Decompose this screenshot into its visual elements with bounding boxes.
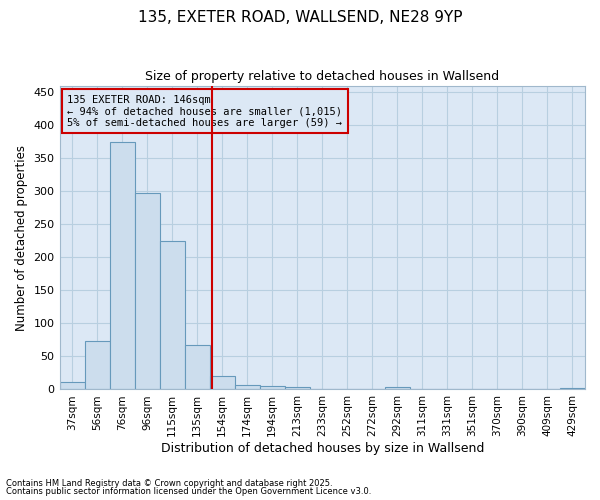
- Text: Contains HM Land Registry data © Crown copyright and database right 2025.: Contains HM Land Registry data © Crown c…: [6, 478, 332, 488]
- Bar: [209, 376, 235, 390]
- Bar: [185, 345, 209, 390]
- Bar: [59, 382, 85, 390]
- Bar: [235, 385, 260, 390]
- Y-axis label: Number of detached properties: Number of detached properties: [15, 144, 28, 330]
- Bar: [285, 388, 310, 390]
- Text: 135 EXETER ROAD: 146sqm
← 94% of detached houses are smaller (1,015)
5% of semi-: 135 EXETER ROAD: 146sqm ← 94% of detache…: [67, 94, 343, 128]
- Text: Contains public sector information licensed under the Open Government Licence v3: Contains public sector information licen…: [6, 487, 371, 496]
- Bar: [134, 192, 160, 390]
- Title: Size of property relative to detached houses in Wallsend: Size of property relative to detached ho…: [145, 70, 499, 83]
- Bar: [385, 388, 410, 390]
- Bar: [110, 142, 134, 390]
- Bar: [560, 388, 585, 390]
- Bar: [260, 386, 285, 390]
- Text: 135, EXETER ROAD, WALLSEND, NE28 9YP: 135, EXETER ROAD, WALLSEND, NE28 9YP: [138, 10, 462, 25]
- Bar: [160, 241, 185, 390]
- X-axis label: Distribution of detached houses by size in Wallsend: Distribution of detached houses by size …: [161, 442, 484, 455]
- Bar: [85, 341, 110, 390]
